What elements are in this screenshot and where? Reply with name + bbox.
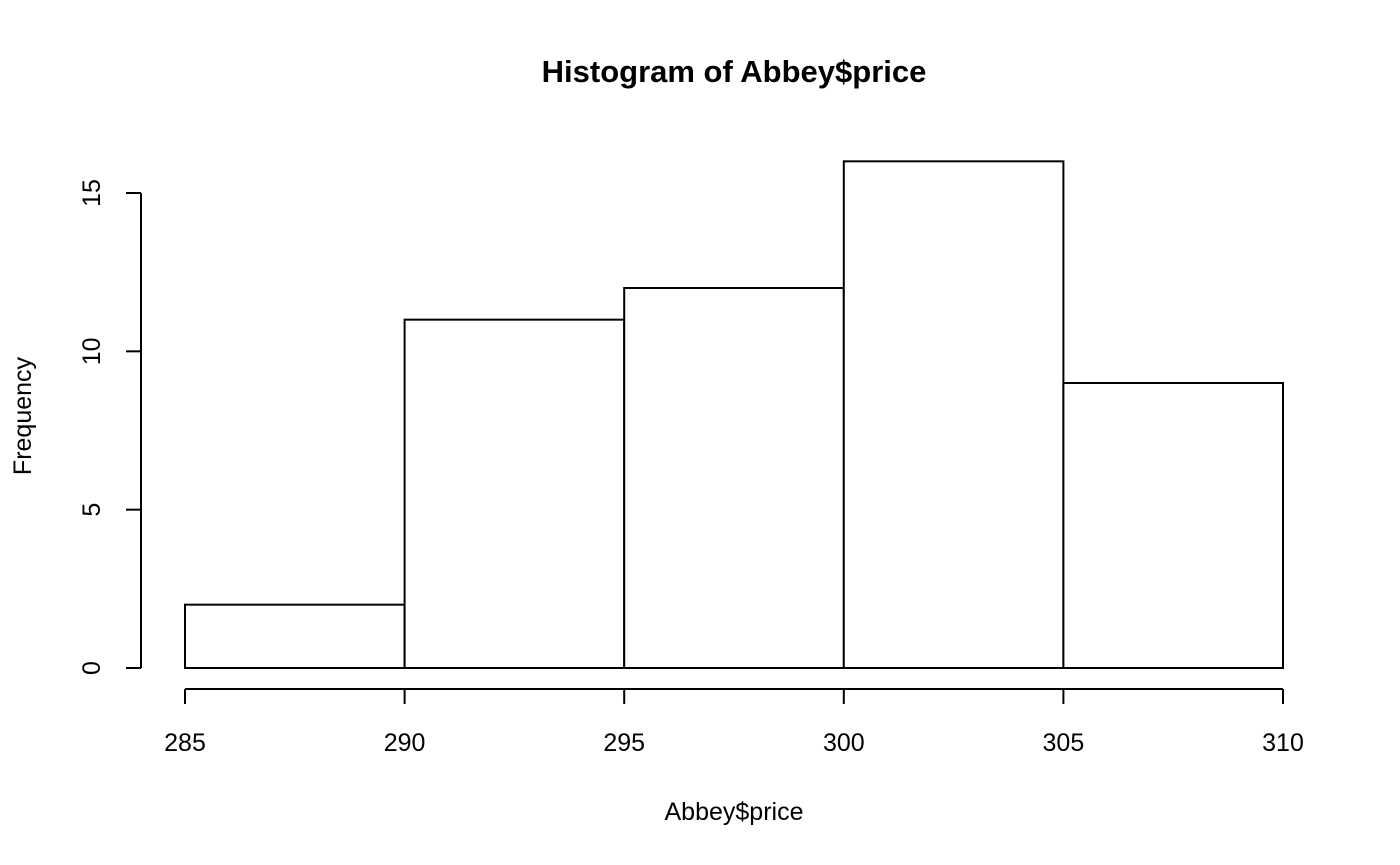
histogram-bar	[623, 287, 845, 669]
y-tick-label: 15	[78, 179, 106, 207]
x-axis: 285 290 295 300 305 310	[164, 688, 1304, 757]
x-tick-label: 300	[823, 729, 865, 757]
y-tick-label: 10	[78, 337, 106, 365]
x-tick-label: 305	[1043, 729, 1085, 757]
y-tick-label: 0	[78, 661, 106, 675]
x-tick-label: 310	[1262, 729, 1304, 757]
histogram-bar	[403, 318, 626, 669]
x-tick-label: 290	[384, 729, 426, 757]
x-tick-label: 295	[603, 729, 645, 757]
x-axis-label: Abbey$price	[665, 798, 804, 826]
chart-title: Histogram of Abbey$price	[542, 54, 927, 89]
histogram-bar	[184, 603, 406, 670]
bars-group	[184, 160, 1285, 670]
histogram-bar	[1062, 382, 1285, 669]
x-tick-label: 285	[164, 729, 206, 757]
histogram-bar	[842, 160, 1065, 669]
y-tick-label: 5	[78, 503, 106, 517]
y-axis-label: Frequency	[9, 356, 37, 475]
y-axis: 0 5 10 15	[78, 179, 142, 675]
